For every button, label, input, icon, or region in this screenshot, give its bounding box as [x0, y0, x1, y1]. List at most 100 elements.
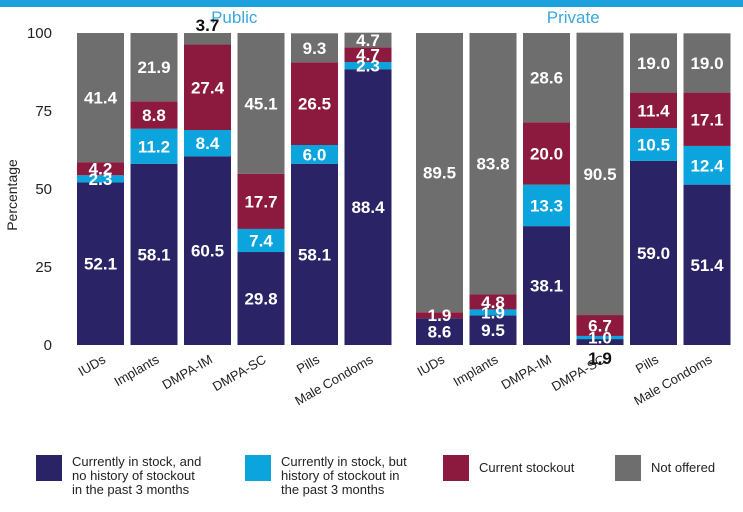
legend-label-not-offered: Not offered — [651, 460, 716, 475]
bar-segment-not-offered — [469, 33, 517, 295]
data-label-not-offered: 19.0 — [637, 54, 670, 73]
x-tick-label: DMPA-SC — [549, 352, 608, 394]
bar-segment-stockout — [237, 173, 285, 229]
bar-segment-in-stock — [630, 160, 677, 345]
data-label-in-stock-history: 1.9 — [481, 303, 505, 322]
bar-segment-stockout — [344, 47, 392, 63]
legend-swatch-stockout — [443, 455, 469, 481]
bar-segment-in-stock — [130, 163, 178, 345]
bar-segment-in-stock — [184, 156, 231, 345]
data-label-not-offered: 41.4 — [84, 89, 118, 108]
data-label-in-stock-history: 10.5 — [637, 136, 670, 155]
data-label-not-offered: 21.9 — [137, 58, 170, 77]
x-tick-label: Implants — [111, 351, 161, 389]
bar-segment-stockout — [469, 294, 517, 310]
data-label-in-stock: 52.1 — [84, 255, 117, 274]
data-label-in-stock: 88.4 — [351, 198, 385, 217]
bar-segment-in-stock-history — [683, 145, 731, 185]
data-label-in-stock-history: 6.0 — [303, 145, 327, 164]
bar-segment-in-stock — [683, 184, 731, 345]
bar-segment-in-stock — [469, 315, 517, 345]
bar-segment-in-stock — [576, 339, 624, 345]
data-label-in-stock: 38.1 — [530, 277, 563, 296]
data-label-stockout: 4.7 — [356, 46, 380, 65]
legend-item-in-stock: Currently in stock, and no history of st… — [36, 455, 201, 497]
bar-segment-not-offered — [344, 32, 392, 48]
top-accent-bar — [0, 0, 743, 7]
bar-segment-in-stock — [523, 226, 570, 345]
data-label-in-stock: 1.9 — [588, 349, 612, 368]
bar-segment-in-stock-history — [184, 130, 231, 157]
data-label-not-offered: 90.5 — [583, 165, 616, 184]
legend-swatch-in-stock-history — [245, 455, 271, 481]
data-label-stockout: 11.4 — [637, 101, 670, 120]
data-label-in-stock: 58.1 — [298, 245, 331, 264]
data-label-stockout: 8.8 — [142, 106, 166, 125]
data-label-in-stock: 29.8 — [244, 290, 277, 309]
bar-segment-stockout — [77, 162, 124, 176]
data-label-in-stock-history: 7.4 — [249, 231, 273, 250]
data-label-in-stock-history: 12.4 — [690, 156, 724, 175]
data-label-not-offered: 9.3 — [303, 39, 327, 58]
data-label-stockout: 4.8 — [481, 293, 505, 312]
y-tick-label: 0 — [44, 337, 52, 354]
data-label-stockout: 27.4 — [191, 78, 225, 97]
legend-item-in-stock-history: Currently in stock, but history of stock… — [245, 455, 407, 497]
bar-segment-not-offered — [523, 33, 570, 123]
data-label-not-offered: 83.8 — [476, 155, 509, 174]
bar-segment-in-stock-history — [291, 145, 338, 164]
x-tick-label: IUDs — [75, 351, 108, 379]
data-label-in-stock-history: 2.3 — [89, 170, 113, 189]
legend-swatch-in-stock — [36, 455, 62, 481]
bar-segment-not-offered — [184, 33, 231, 45]
y-tick-label: 50 — [35, 181, 52, 198]
data-label-in-stock: 60.5 — [191, 242, 224, 261]
bar-segment-not-offered — [576, 32, 624, 316]
x-tick-label: Implants — [450, 351, 500, 389]
data-label-in-stock: 51.4 — [690, 256, 724, 275]
panel-title: Private — [547, 8, 600, 27]
legend-label-stockout: Current stockout — [479, 460, 575, 475]
data-label-in-stock: 58.1 — [137, 245, 170, 264]
data-label-stockout: 20.0 — [530, 144, 563, 163]
bar-segment-not-offered — [130, 33, 178, 102]
data-label-stockout: 17.1 — [690, 110, 723, 129]
bar-segment-stockout — [184, 44, 231, 131]
bar-segment-stockout — [291, 62, 338, 146]
bar-segment-in-stock — [237, 252, 285, 345]
bar-segment-stockout — [130, 101, 178, 129]
x-tick-label: IUDs — [414, 351, 447, 379]
x-tick-label: DMPA-IM — [160, 352, 215, 393]
legend-label-in-stock-history: Currently in stock, but history of stock… — [281, 454, 407, 497]
data-label-not-offered: 3.7 — [196, 16, 220, 35]
data-label-stockout: 26.5 — [298, 95, 331, 114]
data-label-in-stock-history: 13.3 — [530, 196, 563, 215]
bar-segment-in-stock-history — [576, 335, 624, 340]
bar-segment-in-stock-history — [344, 62, 392, 70]
bar-segment-in-stock-history — [523, 184, 570, 227]
bar-segment-not-offered — [77, 33, 124, 163]
legend-swatch-not-offered — [615, 455, 641, 481]
y-tick-label: 75 — [35, 103, 52, 120]
data-label-stockout: 17.7 — [244, 192, 277, 211]
data-label-not-offered: 4.7 — [356, 31, 380, 50]
legend-label-in-stock: Currently in stock, and no history of st… — [72, 454, 202, 497]
x-tick-label: Pills — [294, 351, 323, 376]
bar-segment-in-stock-history — [469, 309, 517, 316]
legend-item-not-offered: Not offered — [615, 455, 715, 481]
data-label-in-stock-history: 2.3 — [356, 57, 380, 76]
y-tick-label: 25 — [35, 259, 52, 276]
bar-segment-in-stock — [416, 318, 463, 345]
bar-segment-stockout — [630, 92, 677, 129]
bar-segment-not-offered — [416, 33, 463, 313]
stacked-bar-chart: 0255075100PercentagePublic52.12.34.241.4… — [4, 8, 731, 408]
data-label-stockout: 6.7 — [588, 317, 612, 336]
data-label-in-stock: 9.5 — [481, 321, 505, 340]
bar-segment-stockout — [416, 312, 463, 319]
data-label-stockout: 4.2 — [89, 160, 113, 179]
bar-segment-stockout — [576, 315, 624, 336]
bar-segment-in-stock — [291, 163, 338, 345]
y-tick-label: 100 — [27, 25, 52, 42]
bar-segment-in-stock — [344, 69, 392, 345]
x-tick-label: DMPA-SC — [210, 352, 269, 394]
